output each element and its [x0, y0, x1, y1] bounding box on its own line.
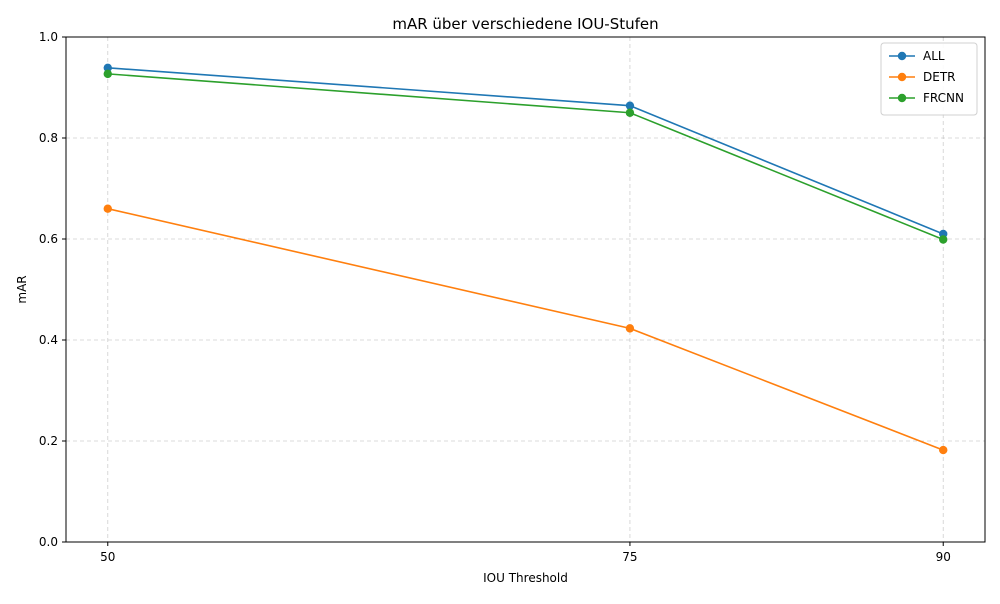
legend-item-frcnn: FRCNN — [889, 91, 964, 105]
legend-item-detr: DETR — [889, 70, 956, 84]
y-tick-label: 0.2 — [39, 434, 58, 448]
legend-item-all: ALL — [889, 49, 945, 63]
axis-ticks: 50 75 90 0.0 0.2 0.4 0.6 0.8 1.0 — [39, 30, 951, 564]
y-tick-label: 0.6 — [39, 232, 58, 246]
legend-swatch-marker — [897, 51, 907, 61]
data-point — [103, 204, 112, 213]
data-point — [625, 324, 635, 333]
chart-title: mAR über verschiedene IOU-Stufen — [392, 15, 658, 33]
plot-frame — [65, 36, 986, 543]
data-point — [939, 445, 948, 455]
legend-label: ALL — [923, 49, 945, 63]
x-tick-label: 75 — [622, 550, 637, 564]
series-detr — [103, 204, 948, 455]
data-point — [103, 69, 112, 79]
legend: ALL DETR FRCNN — [880, 42, 978, 116]
legend-label: DETR — [923, 70, 956, 84]
x-axis-title: IOU Threshold — [483, 571, 568, 585]
y-tick-label: 0.0 — [39, 535, 58, 549]
data-point — [625, 108, 635, 117]
data-point — [103, 63, 112, 73]
x-tick-label: 50 — [100, 550, 115, 564]
data-point — [939, 235, 948, 244]
x-tick-label: 90 — [936, 550, 951, 564]
y-tick-label: 0.4 — [39, 333, 58, 347]
series-frcnn — [103, 69, 948, 244]
series-all — [103, 63, 948, 239]
series-group — [103, 63, 948, 455]
legend-label: FRCNN — [923, 91, 964, 105]
y-axis-title: mAR — [15, 275, 29, 303]
y-tick-label: 0.8 — [39, 131, 58, 145]
data-point — [625, 101, 635, 110]
legend-swatch-marker — [897, 72, 907, 82]
y-tick-label: 1.0 — [39, 30, 58, 44]
legend-swatch-marker — [897, 93, 907, 103]
